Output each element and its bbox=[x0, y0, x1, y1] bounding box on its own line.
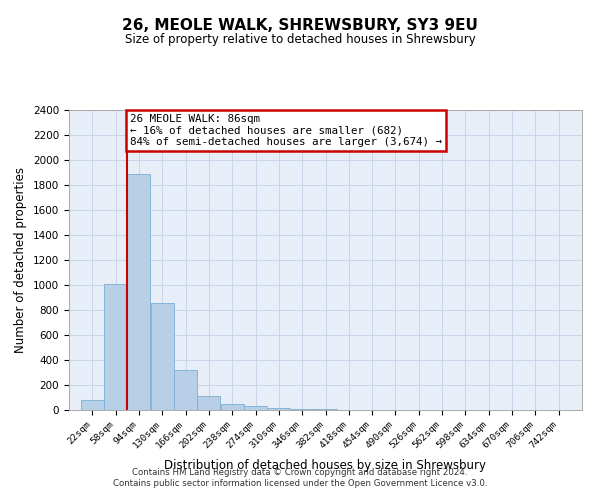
Bar bbox=[174, 370, 197, 410]
Bar bbox=[290, 409, 314, 410]
Text: Size of property relative to detached houses in Shrewsbury: Size of property relative to detached ho… bbox=[125, 32, 475, 46]
X-axis label: Distribution of detached houses by size in Shrewsbury: Distribution of detached houses by size … bbox=[164, 459, 487, 472]
Bar bbox=[197, 396, 220, 410]
Bar bbox=[268, 408, 290, 410]
Text: 26, MEOLE WALK, SHREWSBURY, SY3 9EU: 26, MEOLE WALK, SHREWSBURY, SY3 9EU bbox=[122, 18, 478, 32]
Bar bbox=[151, 302, 174, 410]
Bar bbox=[81, 400, 104, 410]
Y-axis label: Number of detached properties: Number of detached properties bbox=[14, 167, 28, 353]
Text: Contains HM Land Registry data © Crown copyright and database right 2024.
Contai: Contains HM Land Registry data © Crown c… bbox=[113, 468, 487, 487]
Bar bbox=[221, 404, 244, 410]
Bar bbox=[104, 284, 127, 410]
Bar bbox=[244, 406, 267, 410]
Text: 26 MEOLE WALK: 86sqm
← 16% of detached houses are smaller (682)
84% of semi-deta: 26 MEOLE WALK: 86sqm ← 16% of detached h… bbox=[130, 114, 442, 147]
Bar bbox=[127, 174, 151, 410]
